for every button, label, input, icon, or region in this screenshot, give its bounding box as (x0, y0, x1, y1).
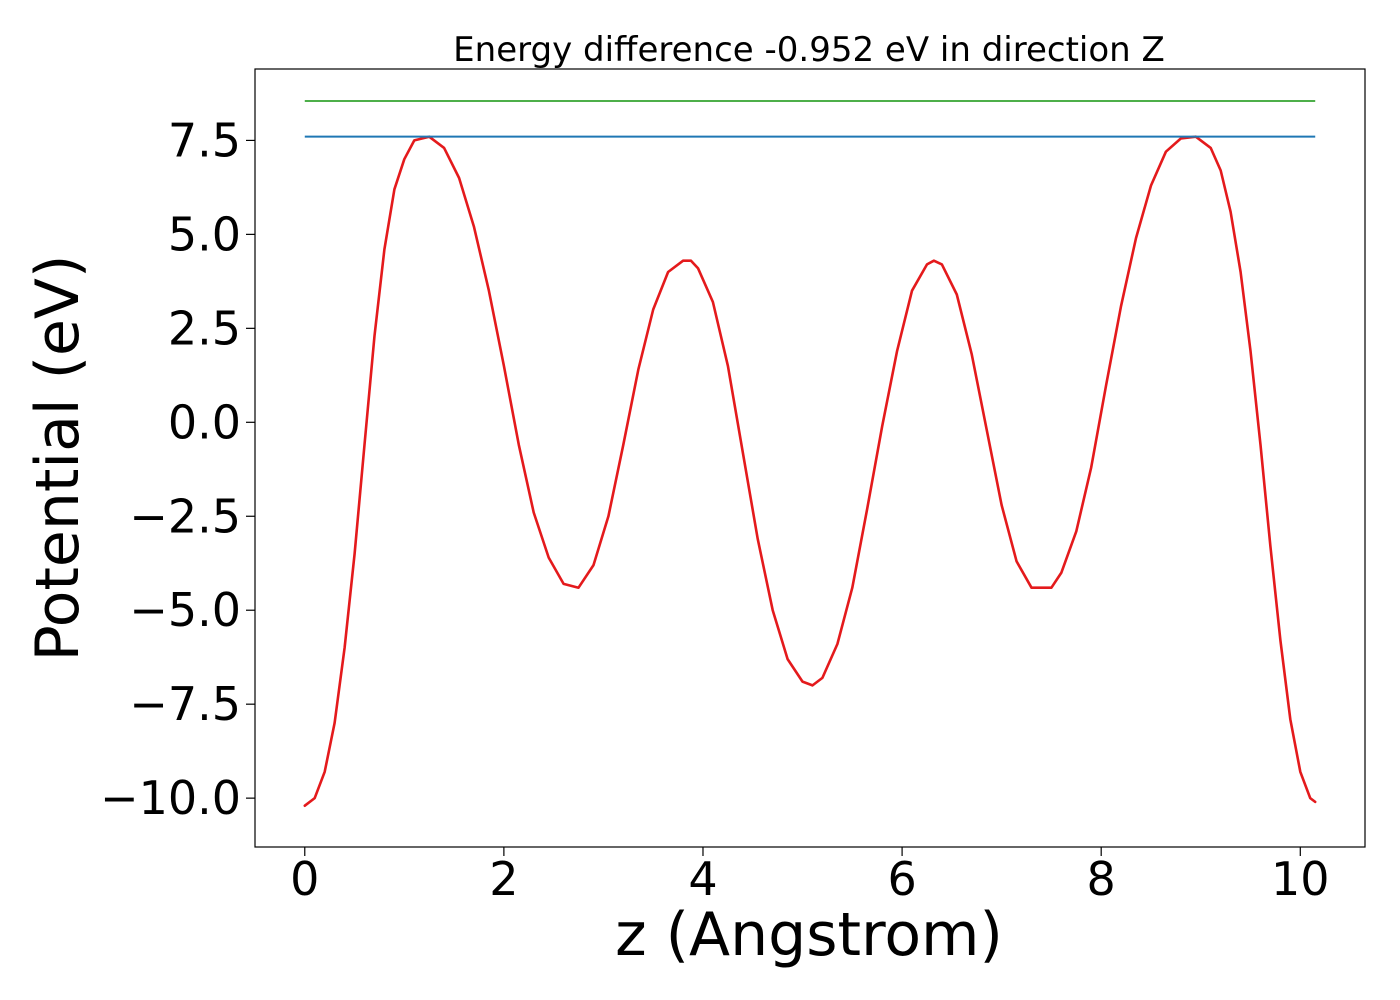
y-axis: 7.5 5.0 2.5 0.0 −2.5 −5.0 −7.5 −10.0 (100, 113, 255, 825)
x-axis: 0 2 4 6 8 10 (290, 847, 1330, 906)
x-tick-label: 8 (1087, 852, 1116, 906)
plot-frame (254, 68, 1366, 848)
y-axis-label: Potential (eV) (23, 255, 93, 662)
y-tick-label: −10.0 (100, 771, 241, 825)
y-tick-label: −5.0 (129, 583, 241, 637)
y-tick-label: 2.5 (168, 301, 241, 355)
y-tick-label: −7.5 (129, 677, 241, 731)
potential-curve (303, 135, 1317, 807)
y-tick-label: 7.5 (168, 113, 241, 167)
x-tick-label: 10 (1271, 852, 1330, 906)
x-axis-label: z (Angstrom) (615, 900, 1003, 970)
plot-area (303, 99, 1317, 807)
x-tick-label: 0 (290, 852, 319, 906)
x-tick-label: 6 (887, 852, 916, 906)
x-tick-label: 2 (489, 852, 518, 906)
y-tick-label: 5.0 (168, 207, 241, 261)
x-tick-label: 4 (688, 852, 717, 906)
y-tick-label: 0.0 (168, 395, 241, 449)
chart-title: Energy difference -0.952 eV in direction… (453, 30, 1165, 70)
y-tick-label: −2.5 (129, 489, 241, 543)
